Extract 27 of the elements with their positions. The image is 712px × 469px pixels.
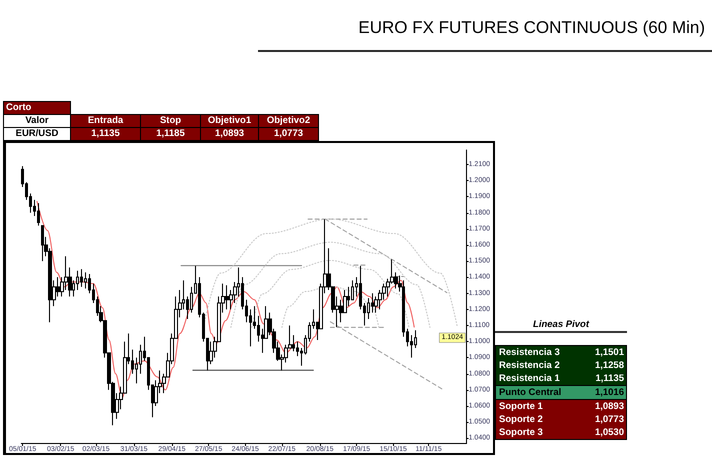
category-label: Resistencia 1 xyxy=(496,372,590,386)
category-label: Objetivo1 xyxy=(200,114,258,128)
text: Lineas Pivot xyxy=(495,318,627,333)
text: 1,1016 xyxy=(594,387,624,398)
category-label: Soporte 1 xyxy=(496,400,590,413)
text: EUR/USD xyxy=(4,128,70,140)
category-label: Resistencia 2 xyxy=(496,359,590,372)
text: Corto xyxy=(4,102,70,114)
category-label: Resistencia 3 xyxy=(496,346,590,359)
category-label: Objetivo2 xyxy=(258,114,318,128)
text: 1,0530 xyxy=(594,427,624,438)
category-label: Soporte 2 xyxy=(496,413,590,426)
text: 1,1258 xyxy=(594,360,624,371)
category-label: Stop xyxy=(140,114,200,128)
text: 1,0773 xyxy=(274,128,304,139)
text: 1,1135 xyxy=(91,128,120,139)
text: 1,1185 xyxy=(156,128,185,139)
text: 1,1135 xyxy=(595,373,624,384)
text: 1,0773 xyxy=(594,414,624,425)
category-label: Punto Central xyxy=(496,386,590,400)
category-label: Entrada xyxy=(70,114,140,128)
text: EURO FX FUTURES CONTINUOUS (60 Min) xyxy=(258,18,712,52)
text: Valor xyxy=(4,114,70,128)
text: 1,1501 xyxy=(594,347,624,358)
text: 1,0893 xyxy=(214,128,244,139)
category-label: Soporte 3 xyxy=(496,426,590,440)
text: 1,0893 xyxy=(594,401,624,412)
